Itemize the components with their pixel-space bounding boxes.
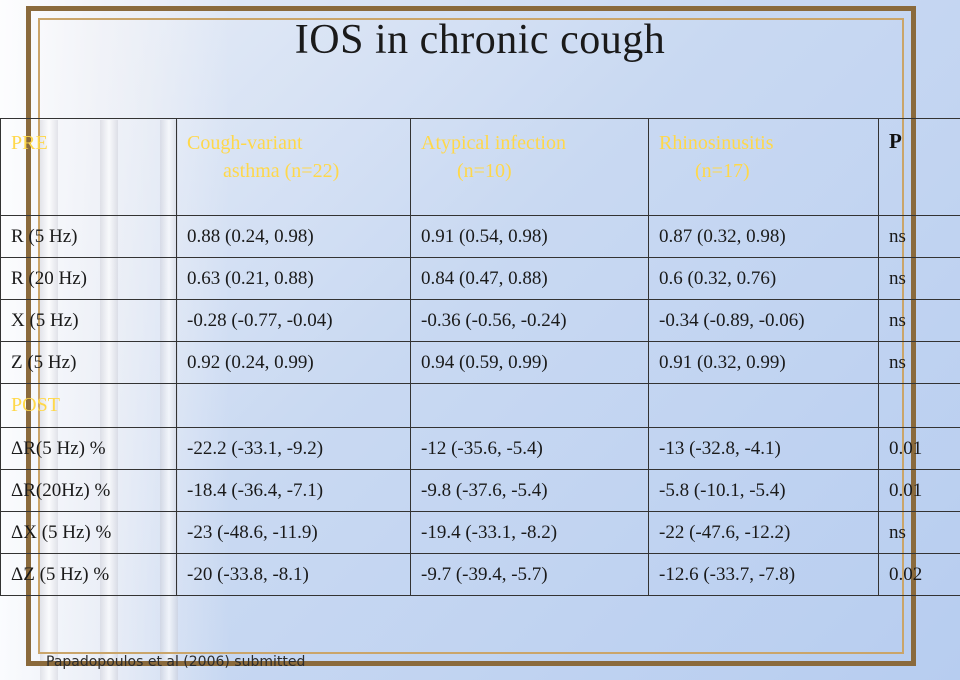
table-row: ΔR(20Hz) % -18.4 (-36.4, -7.1) -9.8 (-37.6… xyxy=(0,469,960,512)
table-cell xyxy=(648,383,879,428)
table-cell: -23 (-48.6, -11.9) xyxy=(176,511,411,554)
p-value-cell: ns xyxy=(878,215,960,258)
table-cell: -20 (-33.8, -8.1) xyxy=(176,553,411,596)
table-cell xyxy=(878,383,960,428)
table-cell: -5.8 (-10.1, -5.4) xyxy=(648,469,879,512)
p-value-cell: ns xyxy=(878,341,960,384)
row-label: R (20 Hz) xyxy=(0,257,177,300)
table-cell: 0.6 (0.32, 0.76) xyxy=(648,257,879,300)
table-cell: 0.91 (0.54, 0.98) xyxy=(410,215,649,258)
table-cell: -0.36 (-0.56, -0.24) xyxy=(410,299,649,342)
p-value-cell: 0.02 xyxy=(878,553,960,596)
table-row: ΔR(5 Hz) % -22.2 (-33.1, -9.2) -12 (-35.6,… xyxy=(0,427,960,470)
row-label: ΔR(5 Hz) % xyxy=(0,427,177,470)
table-cell: -9.7 (-39.4, -5.7) xyxy=(410,553,649,596)
p-value-cell: ns xyxy=(878,257,960,300)
table-cell: 0.92 (0.24, 0.99) xyxy=(176,341,411,384)
table-cell: -0.28 (-0.77, -0.04) xyxy=(176,299,411,342)
table-cell: 0.91 (0.32, 0.99) xyxy=(648,341,879,384)
results-table: PRE Cough-variant asthma (n=22) Atypical… xyxy=(0,118,960,596)
table-cell: -9.8 (-37.6, -5.4) xyxy=(410,469,649,512)
row-label: ΔR(20Hz) % xyxy=(0,469,177,512)
table-cell: 0.84 (0.47, 0.88) xyxy=(410,257,649,300)
row-label: R (5 Hz) xyxy=(0,215,177,258)
table-cell: 0.63 (0.21, 0.88) xyxy=(176,257,411,300)
header-p-value: P xyxy=(878,118,960,216)
row-label: X (5 Hz) xyxy=(0,299,177,342)
row-label: Z (5 Hz) xyxy=(0,341,177,384)
table-cell: -22.2 (-33.1, -9.2) xyxy=(176,427,411,470)
table-cell: 0.88 (0.24, 0.98) xyxy=(176,215,411,258)
table-cell: -13 (-32.8, -4.1) xyxy=(648,427,879,470)
row-label: ΔZ (5 Hz) % xyxy=(0,553,177,596)
table-cell xyxy=(176,383,411,428)
table-cell: -19.4 (-33.1, -8.2) xyxy=(410,511,649,554)
table-row: Z (5 Hz) 0.92 (0.24, 0.99) 0.94 (0.59, 0.9… xyxy=(0,341,960,384)
header-cough-variant-asthma: Cough-variant asthma (n=22) xyxy=(176,118,411,216)
citation-footer: Papadopoulos et al (2006) submitted xyxy=(46,654,306,670)
post-section-label: POST xyxy=(0,383,177,428)
p-value-cell: ns xyxy=(878,511,960,554)
header-rhinosinusitis: Rhinosinusitis (n=17) xyxy=(648,118,879,216)
table-row: ΔZ (5 Hz) % -20 (-33.8, -8.1) -9.7 (-39.4,… xyxy=(0,553,960,596)
table-cell xyxy=(410,383,649,428)
table-header-row: PRE Cough-variant asthma (n=22) Atypical… xyxy=(0,118,960,216)
table-cell: -22 (-47.6, -12.2) xyxy=(648,511,879,554)
table-cell: -18.4 (-36.4, -7.1) xyxy=(176,469,411,512)
table-cell: -0.34 (-0.89, -0.06) xyxy=(648,299,879,342)
table-cell: 0.94 (0.59, 0.99) xyxy=(410,341,649,384)
table-row: ΔX (5 Hz) % -23 (-48.6, -11.9) -19.4 (-33.… xyxy=(0,511,960,554)
p-value-cell: ns xyxy=(878,299,960,342)
header-atypical-infection: Atypical infection (n=10) xyxy=(410,118,649,216)
row-label: ΔX (5 Hz) % xyxy=(0,511,177,554)
p-value-cell: 0.01 xyxy=(878,469,960,512)
post-section-row: POST xyxy=(0,383,960,428)
table-cell: 0.87 (0.32, 0.98) xyxy=(648,215,879,258)
table-row: R (20 Hz) 0.63 (0.21, 0.88) 0.84 (0.47, 0.… xyxy=(0,257,960,300)
header-pre: PRE xyxy=(0,118,177,216)
table-cell: -12.6 (-33.7, -7.8) xyxy=(648,553,879,596)
table-row: R (5 Hz) 0.88 (0.24, 0.98) 0.91 (0.54, 0.9… xyxy=(0,215,960,258)
slide-title: IOS in chronic cough xyxy=(294,17,666,63)
table-cell: -12 (-35.6, -5.4) xyxy=(410,427,649,470)
table-row: X (5 Hz) -0.28 (-0.77, -0.04) -0.36 (-0.56… xyxy=(0,299,960,342)
p-value-cell: 0.01 xyxy=(878,427,960,470)
